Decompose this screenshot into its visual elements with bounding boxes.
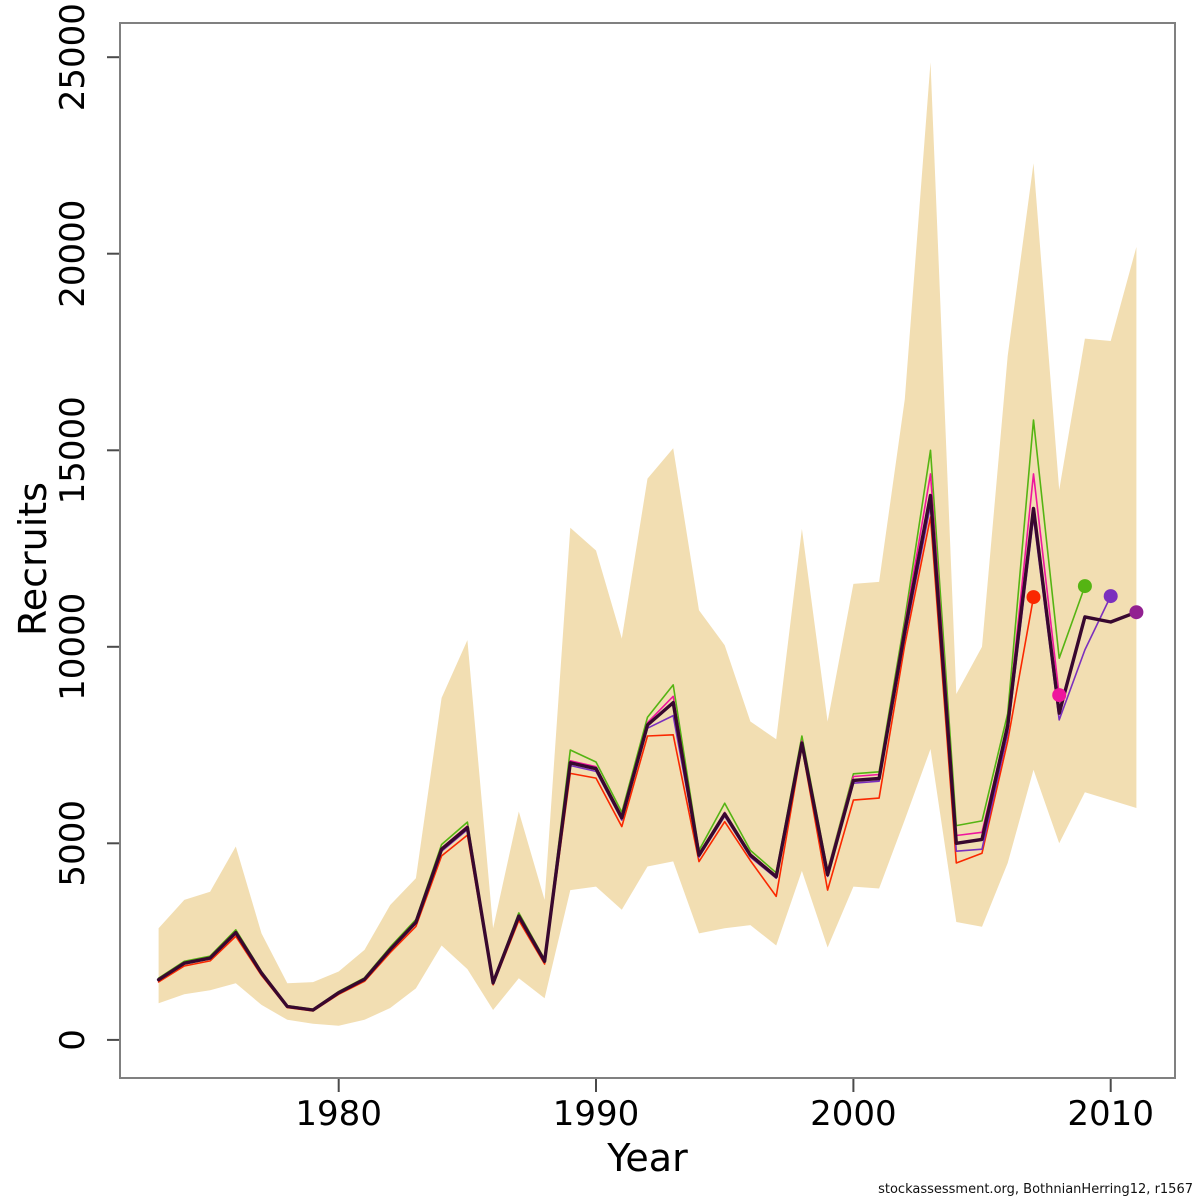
assessment-run-current-2011-line [156,493,1139,1012]
y-tick-label-20000: 20000 [53,200,93,308]
y-tick-label-0: 0 [53,1029,93,1051]
x-tick-label-1980: 1980 [295,1094,382,1134]
x-tick-label-2000: 2000 [810,1094,897,1134]
y-axis-title: Recruits [11,482,55,636]
plot-box [119,22,1176,1079]
assessment-run-current-2011-end-dot [1129,605,1144,620]
assessment-run-2008-end-dot [1052,688,1067,703]
y-tick-label-10000: 10000 [53,593,93,701]
y-tick-label-5000: 5000 [53,800,93,887]
assessment-run-2010-end-dot [1103,589,1118,604]
confidence-band [158,62,1137,1026]
assessment-run-2009-end-dot [1077,579,1092,594]
x-tick-label-1990: 1990 [553,1094,640,1134]
x-axis-title: Year [607,1136,688,1180]
assessment-run-2007-end-dot [1026,590,1041,605]
y-tick-label-15000: 15000 [53,396,93,504]
y-tick-label-25000: 25000 [53,3,93,111]
x-tick-label-2010: 2010 [1067,1094,1154,1134]
watermark: stockassessment.org, BothnianHerring12, … [878,1182,1193,1197]
